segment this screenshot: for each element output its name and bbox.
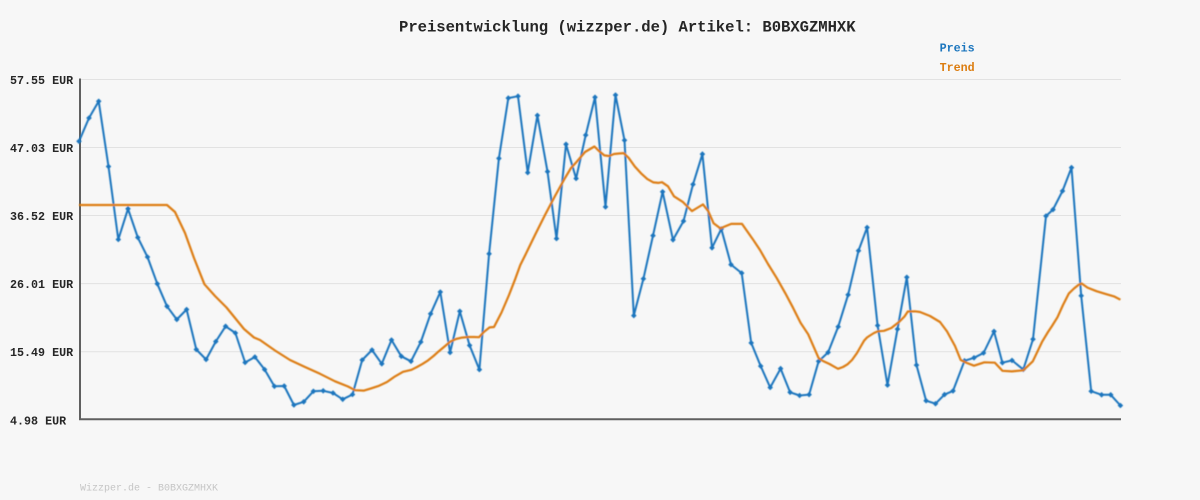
svg-text:Wizzper.de - B0BXGZMHXK: Wizzper.de - B0BXGZMHXK xyxy=(80,483,218,495)
svg-text:26.01 EUR: 26.01 EUR xyxy=(10,278,73,292)
svg-text:Preisentwicklung (wizzper.de): Preisentwicklung (wizzper.de) Artikel: B… xyxy=(399,19,856,37)
svg-text:Preis: Preis xyxy=(940,42,975,56)
svg-text:47.03 EUR: 47.03 EUR xyxy=(10,142,73,156)
svg-text:4.98 EUR: 4.98 EUR xyxy=(10,414,66,428)
svg-text:57.55 EUR: 57.55 EUR xyxy=(10,74,73,88)
svg-text:15.49 EUR: 15.49 EUR xyxy=(10,346,73,360)
svg-text:Trend: Trend xyxy=(940,61,975,75)
svg-text:36.52 EUR: 36.52 EUR xyxy=(10,210,73,224)
